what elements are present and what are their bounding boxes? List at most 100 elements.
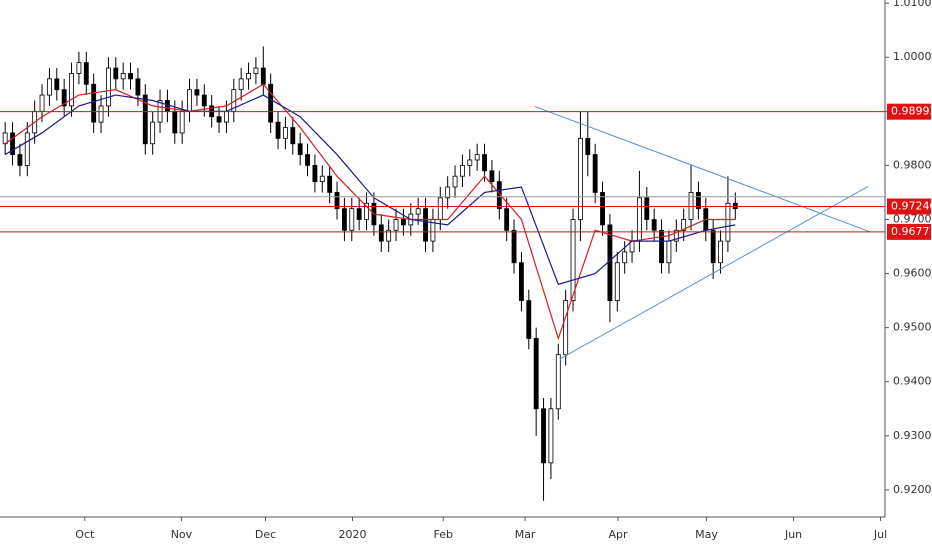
- candle-body: [526, 300, 532, 339]
- candle-body: [592, 154, 598, 193]
- candle-body: [688, 192, 694, 220]
- candle-body: [223, 110, 229, 123]
- candle-body: [659, 229, 664, 264]
- candle-body: [541, 408, 546, 464]
- candle-body: [548, 408, 554, 464]
- x-tick-label: Jul: [873, 528, 887, 541]
- candle-body: [504, 208, 510, 231]
- candle-body: [275, 121, 281, 139]
- candle-body: [666, 240, 672, 264]
- candle-body: [725, 202, 731, 242]
- candle-body: [179, 110, 185, 134]
- candle-body: [695, 192, 701, 210]
- candle-body: [356, 208, 362, 220]
- candle-body: [297, 143, 303, 155]
- candle-body: [386, 229, 392, 242]
- candle-body: [327, 175, 333, 193]
- candle-body: [681, 219, 687, 231]
- candle-body: [260, 67, 266, 85]
- y-tick-label: 1.00000: [893, 50, 932, 63]
- candle-body: [518, 262, 524, 302]
- candle-body: [459, 164, 465, 177]
- candle-body: [120, 73, 126, 80]
- candle-body: [378, 224, 384, 242]
- candle-body: [341, 208, 347, 231]
- candle-body: [17, 154, 23, 166]
- candle-body: [69, 73, 74, 107]
- price-label: 0.96771: [891, 225, 932, 238]
- candle-body: [732, 202, 738, 210]
- candle-body: [718, 240, 723, 264]
- candle-body: [238, 78, 244, 91]
- candle-body: [600, 192, 605, 226]
- y-tick-label: 1.01000: [893, 0, 932, 9]
- candle-body: [651, 219, 657, 231]
- x-tick-label: Mar: [515, 528, 536, 541]
- candle-body: [54, 78, 60, 91]
- candle-body: [113, 67, 119, 80]
- candle-body: [622, 251, 628, 264]
- candle-body: [194, 89, 200, 96]
- candle-body: [636, 197, 642, 242]
- candle-body: [61, 89, 67, 107]
- candle-body: [423, 208, 428, 242]
- price-label-box: [887, 198, 931, 215]
- trend-line: [559, 186, 869, 360]
- candle-body: [489, 170, 495, 183]
- candle-body: [614, 262, 620, 302]
- candle-body: [187, 89, 192, 112]
- candle-body: [437, 197, 443, 220]
- candle-body: [563, 300, 569, 356]
- candle-body: [83, 62, 89, 85]
- candle-body: [364, 202, 369, 220]
- y-tick-label: 0.98000: [893, 158, 932, 171]
- candle-body: [474, 154, 480, 161]
- candle-body: [268, 83, 274, 123]
- candle-body: [290, 127, 296, 145]
- candle-body: [577, 137, 583, 220]
- x-tick-label: Apr: [609, 528, 629, 541]
- candle-body: [76, 62, 82, 74]
- candle-body: [393, 219, 399, 231]
- candle-body: [570, 219, 576, 302]
- x-tick-label: Nov: [171, 528, 193, 541]
- trend-line: [534, 105, 871, 233]
- candle-body: [305, 154, 310, 166]
- candle-body: [246, 73, 251, 80]
- price-label-box: [887, 103, 931, 120]
- candle-body: [467, 159, 473, 166]
- candle-body: [644, 197, 650, 220]
- candle-body: [511, 229, 517, 264]
- candle-body: [98, 105, 104, 123]
- candle-body: [128, 73, 133, 80]
- candle-body: [150, 121, 156, 145]
- candle-body: [164, 100, 170, 112]
- x-tick-label: Feb: [433, 528, 452, 541]
- candle-body: [201, 94, 207, 107]
- candle-body: [710, 229, 716, 264]
- x-tick-label: May: [695, 528, 718, 541]
- moving-average: [4, 94, 736, 286]
- x-tick-label: Jun: [784, 528, 802, 541]
- candle-body: [105, 67, 111, 107]
- candle-body: [334, 192, 340, 210]
- price-label: 0.97240: [891, 199, 932, 212]
- candle-body: [282, 127, 288, 139]
- candle-body: [555, 354, 561, 410]
- price-label: 0.98993: [891, 105, 932, 118]
- candle-body: [452, 175, 458, 188]
- candle-body: [445, 186, 451, 199]
- candle-body: [349, 208, 355, 231]
- candle-body: [216, 116, 222, 123]
- candle-body: [482, 154, 487, 172]
- candle-body: [533, 338, 539, 410]
- candle-body: [39, 94, 45, 112]
- candle-body: [91, 83, 97, 123]
